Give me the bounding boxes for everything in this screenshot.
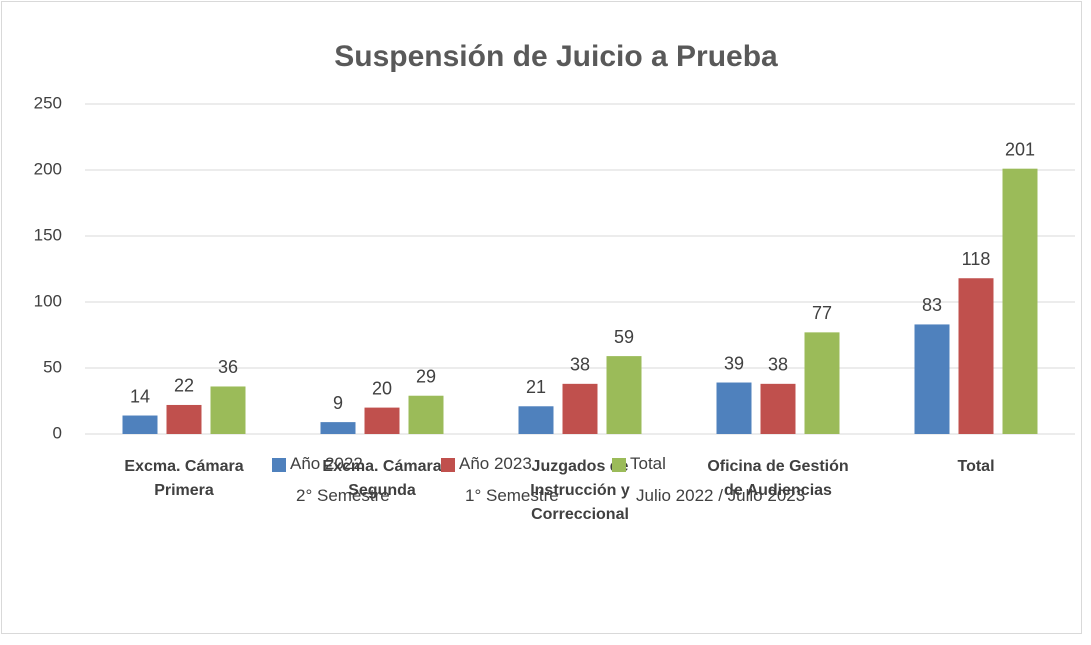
data-label: 36: [218, 357, 238, 377]
bar: [518, 406, 554, 434]
bar: [958, 278, 994, 434]
bar: [320, 422, 356, 434]
x-tick-label: Total: [957, 458, 994, 475]
chart-title: Suspensión de Juicio a Prueba: [334, 40, 778, 73]
bar: [408, 395, 444, 434]
data-label: 20: [372, 378, 392, 398]
bar: [122, 415, 158, 434]
data-label: 201: [1005, 139, 1035, 159]
legend-label: Año 2022 2° Semestre: [290, 454, 390, 505]
y-tick-label: 200: [34, 159, 62, 178]
bar: [210, 386, 246, 434]
y-tick-label: 250: [34, 93, 62, 112]
legend-label: Año 2023 1° Semestre: [459, 454, 559, 505]
legend-swatch: [272, 458, 286, 472]
data-label: 21: [526, 377, 546, 397]
data-label: 14: [130, 386, 150, 406]
data-label: 29: [416, 366, 436, 386]
x-tick-label: Oficina de Gestión de Audiencias: [707, 458, 848, 499]
y-tick-label: 50: [43, 357, 62, 376]
data-label: 38: [570, 355, 590, 375]
data-label: 77: [812, 303, 832, 323]
legend-label: Total Julio 2022 / Julio 2023: [630, 454, 805, 505]
y-tick-label: 150: [34, 225, 62, 244]
bar: [606, 356, 642, 434]
bar: [364, 407, 400, 434]
y-tick-label: 0: [53, 423, 62, 442]
bar: [1002, 168, 1038, 434]
data-label: 83: [922, 295, 942, 315]
bar: [760, 383, 796, 434]
x-tick-label: Juzgados de Instrucción y Correccional: [530, 458, 630, 523]
data-label: 118: [962, 249, 991, 269]
bar: [562, 383, 598, 434]
y-tick-label: 100: [34, 291, 62, 310]
bar: [804, 332, 840, 434]
x-tick-label: Excma. Cámara Segunda: [322, 458, 441, 499]
data-label: 9: [333, 393, 343, 413]
legend-swatch: [612, 458, 626, 472]
legend-swatch: [441, 458, 455, 472]
data-label: 59: [614, 327, 634, 347]
data-label: 38: [768, 355, 788, 375]
bar: [914, 324, 950, 434]
bar: [166, 404, 202, 434]
x-tick-label: Excma. Cámara Primera: [124, 458, 243, 499]
bar: [716, 382, 752, 434]
chart-border: [1, 1, 1082, 634]
data-label: 39: [724, 353, 744, 373]
data-label: 22: [174, 376, 194, 396]
